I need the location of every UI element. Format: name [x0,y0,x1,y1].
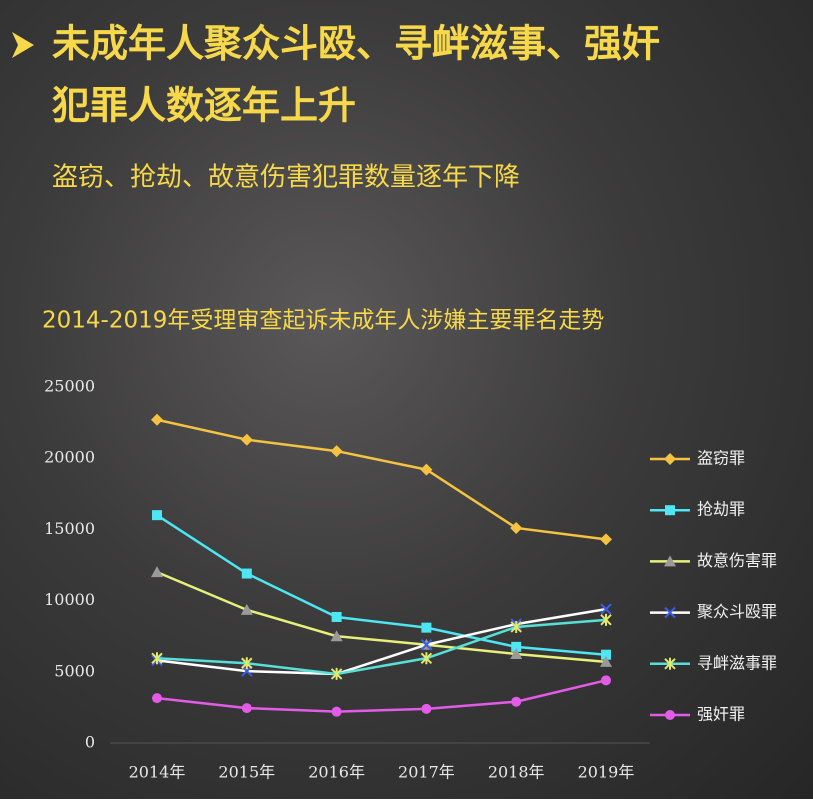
x-tick-label: 2015年 [218,763,275,782]
legend-marker [665,505,675,516]
data-point [421,703,432,714]
data-point [331,706,342,717]
data-point [240,603,253,615]
data-point [330,445,343,458]
data-point [600,533,612,546]
series-line [156,607,607,676]
legend-marker [664,657,676,670]
y-tick-label: 10000 [44,590,95,609]
legend-marker [664,555,676,567]
legend-marker [664,606,676,619]
data-point [240,433,253,446]
y-tick-label: 0 [85,733,95,752]
series-line [156,570,607,664]
headline: 未成年人聚众斗殴、寻衅滋事、强奸 [52,22,660,66]
data-point [330,667,343,680]
legend-label: 抢劫罪 [697,500,745,519]
x-tick-label: 2014年 [129,763,186,782]
data-point [600,655,612,667]
x-tick-label: 2018年 [488,763,545,782]
legend-label: 强奸罪 [697,705,745,724]
data-point [151,652,163,665]
legend-label: 寻衅滋事罪 [697,653,777,672]
series-line [156,514,607,656]
data-point [600,613,612,626]
data-point [241,568,252,579]
data-point [420,652,433,665]
arrow-icon [12,32,34,58]
data-point [331,611,342,622]
legend-label: 聚众斗殴罪 [697,602,777,621]
data-point [241,703,252,714]
data-point [152,510,162,521]
data-point [600,603,612,615]
data-point [510,521,523,534]
y-tick-label: 5000 [54,661,95,680]
data-point [151,413,163,426]
data-point [421,622,432,633]
data-point [420,463,433,476]
legend-label: 故意伤害罪 [697,551,777,570]
data-point [601,649,611,660]
data-point [420,639,433,651]
data-point [511,641,522,652]
legend-marker [665,710,675,720]
data-point [510,648,523,659]
data-point [601,675,611,686]
legend-marker [664,453,676,465]
series-line [156,679,607,713]
headline: 犯罪人数逐年上升 [52,84,356,128]
x-tick-label: 2017年 [398,763,455,782]
y-tick-label: 25000 [44,377,95,396]
data-point [510,620,522,633]
data-point [241,657,253,670]
legend-label: 盗窃罪 [697,449,745,468]
x-tick-label: 2016年 [308,763,365,782]
x-tick-label: 2019年 [578,763,635,782]
series-line [156,618,607,676]
series-line [156,418,607,541]
subtitle: 盗窃、抢劫、故意伤害犯罪数量逐年下降 [52,163,520,193]
y-tick-label: 15000 [44,519,95,538]
data-point [511,696,522,707]
data-point [151,566,163,578]
data-point [330,630,343,642]
chart-title: 2014-2019年受理审查起诉未成年人涉嫌主要罪名走势 [42,308,604,334]
data-point [152,693,162,704]
y-tick-label: 20000 [44,448,95,467]
